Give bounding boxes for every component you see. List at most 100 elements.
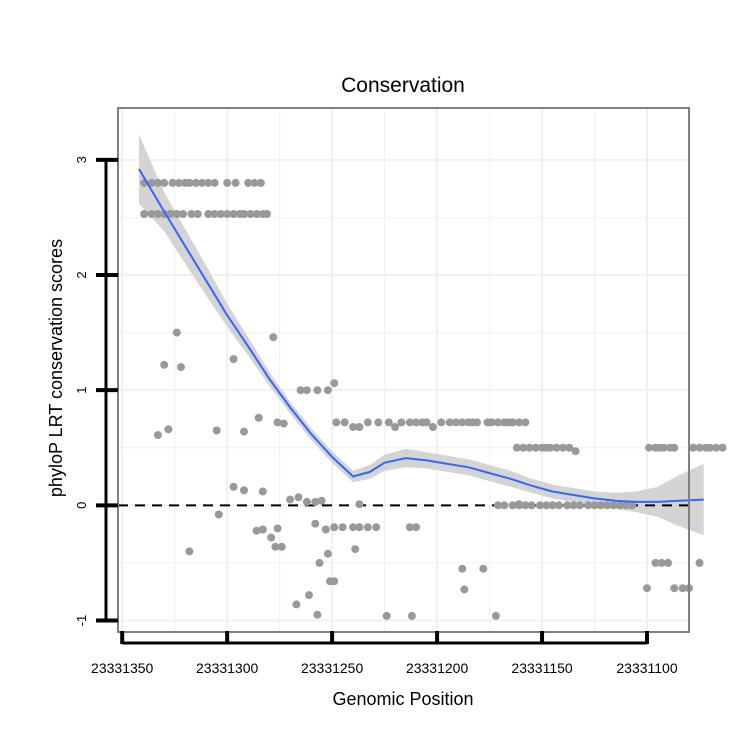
data-point — [695, 443, 704, 452]
data-point — [458, 418, 467, 427]
y-axis-label: phyloP LRT conservation scores — [46, 239, 66, 497]
data-point — [229, 355, 238, 364]
data-point — [252, 526, 261, 535]
data-point — [412, 523, 421, 532]
data-point — [372, 523, 381, 532]
data-point — [153, 210, 162, 218]
data-point — [584, 501, 593, 510]
confidence-band-layer — [139, 134, 704, 536]
data-point — [258, 525, 267, 534]
data-point — [256, 178, 265, 187]
data-point — [302, 497, 311, 506]
data-point — [437, 418, 446, 427]
data-point — [166, 210, 175, 218]
data-point — [204, 178, 213, 187]
confidence-band — [139, 134, 704, 536]
data-point — [210, 210, 219, 218]
data-point — [460, 585, 469, 594]
data-point — [273, 524, 282, 533]
y-tick-label: 1 — [74, 387, 89, 394]
data-point — [140, 210, 149, 218]
y-tick-label: 2 — [74, 271, 89, 278]
smooth-line — [138, 168, 704, 503]
x-tick-label: 23331250 — [301, 660, 364, 676]
data-point — [164, 425, 173, 434]
data-point — [500, 501, 509, 510]
data-point — [252, 210, 261, 218]
data-point — [678, 584, 687, 593]
data-point — [223, 210, 232, 218]
data-point — [286, 495, 295, 504]
data-point — [670, 443, 679, 452]
data-point — [559, 443, 567, 452]
data-point — [657, 558, 666, 567]
data-point — [267, 533, 276, 542]
data-point — [305, 591, 313, 600]
data-point — [153, 178, 162, 187]
data-point — [407, 611, 416, 620]
data-point — [315, 558, 324, 567]
data-point — [659, 443, 668, 452]
x-axis: 23331350 23331300 23331250 23331200 23331150… — [91, 631, 678, 676]
data-point — [311, 497, 320, 506]
data-point — [712, 443, 721, 452]
data-point — [645, 443, 654, 452]
data-point — [147, 210, 156, 218]
data-point — [374, 418, 383, 427]
data-point — [168, 178, 177, 187]
data-point — [349, 523, 358, 532]
data-point — [355, 423, 364, 431]
x-tick-label: 23331150 — [511, 660, 572, 676]
data-point — [160, 360, 169, 369]
data-point — [311, 519, 320, 528]
x-axis-label: Genomic Position — [332, 689, 473, 709]
data-point — [240, 210, 248, 218]
data-point — [554, 501, 563, 510]
data-point — [536, 501, 544, 510]
x-tick-label: 23331300 — [196, 660, 259, 676]
data-point — [548, 501, 557, 510]
data-point — [689, 443, 698, 452]
data-point — [542, 501, 551, 510]
data-point — [187, 210, 196, 218]
data-point — [445, 418, 454, 427]
data-point — [428, 423, 437, 431]
data-point — [302, 386, 311, 395]
x-tick-label: 23331200 — [406, 660, 469, 676]
data-point — [172, 210, 181, 218]
data-point — [384, 418, 393, 427]
data-point — [231, 178, 240, 187]
data-point — [212, 426, 221, 435]
x-tick-label: 23331100 — [616, 660, 677, 676]
data-point — [160, 178, 169, 187]
data-point — [571, 447, 580, 456]
data-point — [332, 418, 341, 427]
data-point — [363, 418, 372, 427]
data-point — [569, 501, 578, 510]
data-point — [525, 443, 534, 452]
data-point — [193, 210, 202, 218]
data-point — [340, 418, 349, 427]
data-point — [279, 419, 288, 428]
data-point — [258, 487, 267, 496]
data-point — [363, 523, 372, 532]
data-point — [531, 443, 540, 452]
data-point — [519, 443, 528, 452]
data-point — [250, 178, 259, 187]
data-point — [458, 564, 467, 573]
data-point — [521, 501, 530, 510]
data-point — [643, 584, 651, 593]
chart-title: Conservation — [341, 74, 465, 97]
data-point — [664, 558, 672, 567]
data-point — [494, 501, 502, 510]
data-point — [214, 510, 223, 519]
data-point — [296, 386, 305, 395]
data-point — [515, 501, 523, 510]
data-point — [563, 501, 572, 510]
data-point — [405, 523, 414, 532]
data-point — [349, 423, 358, 431]
data-point — [185, 178, 194, 187]
data-point — [229, 482, 238, 491]
data-point — [313, 386, 322, 395]
